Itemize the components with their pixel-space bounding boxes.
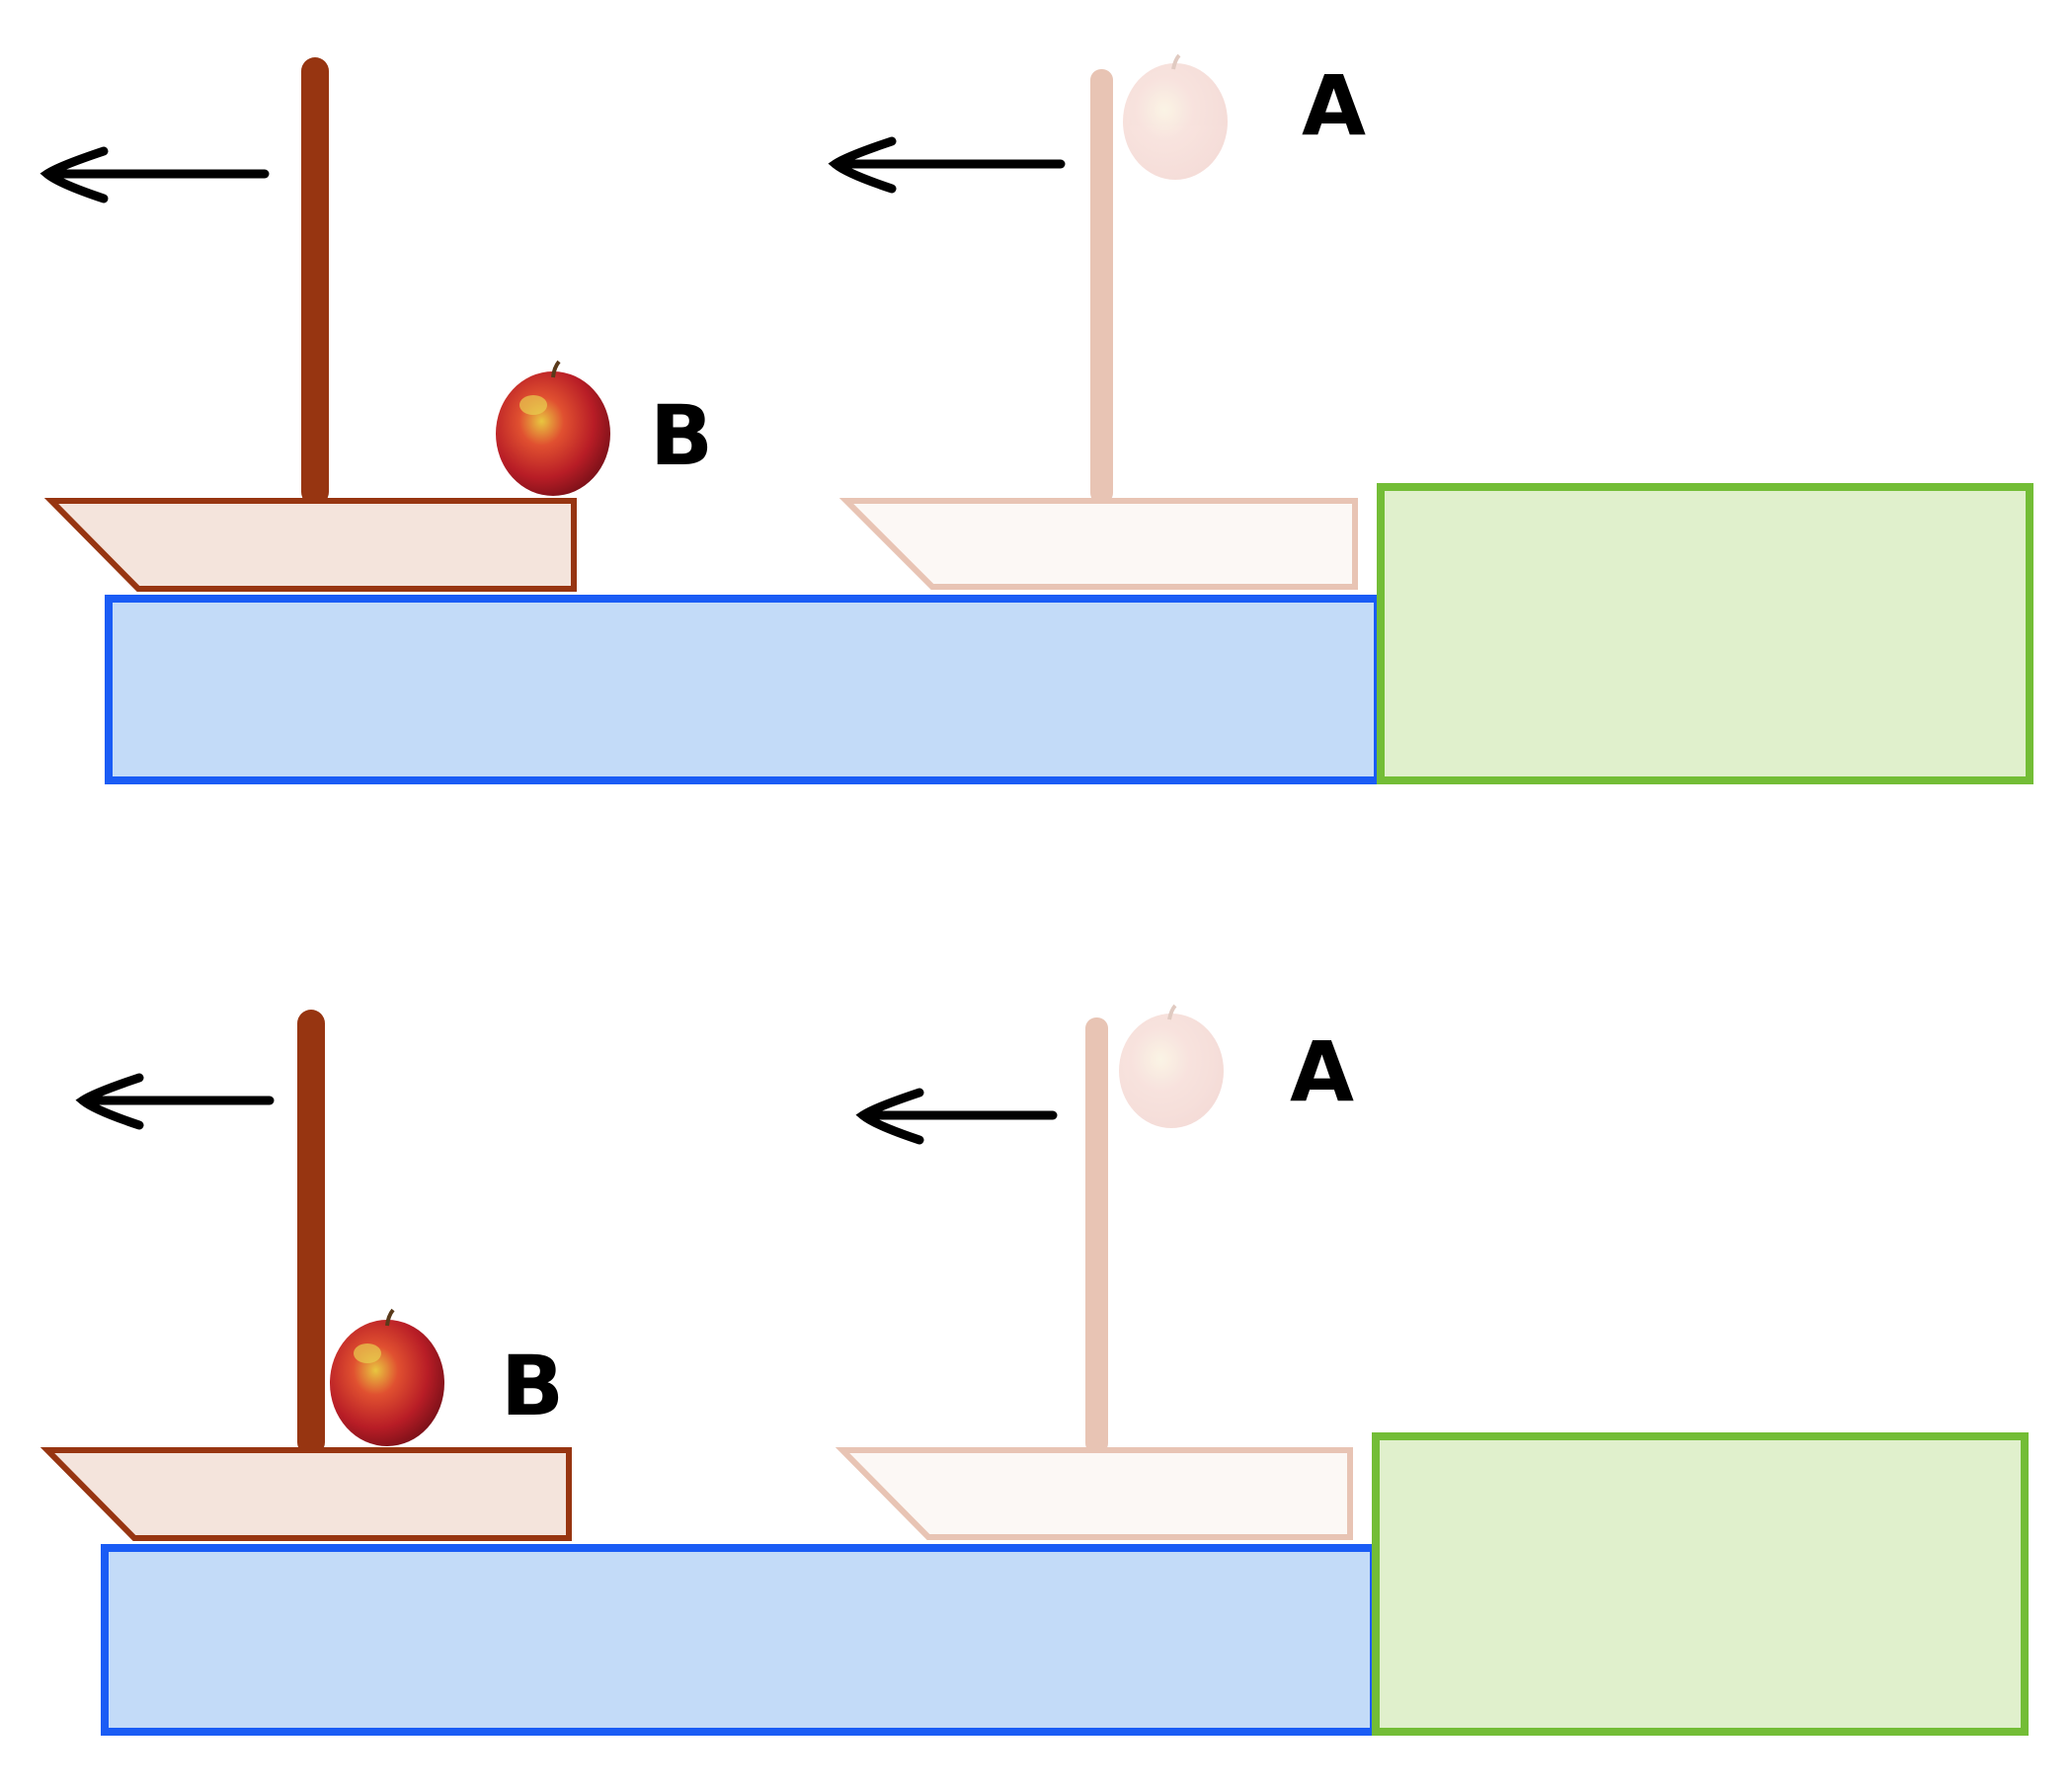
apple-icon xyxy=(1123,53,1228,180)
land xyxy=(1372,1432,2029,1736)
label-b: B xyxy=(501,1338,564,1434)
ghost-mast xyxy=(1090,69,1113,504)
apple-icon xyxy=(330,1308,444,1446)
ghost-boat: A xyxy=(835,1004,1354,1540)
hull xyxy=(43,498,577,592)
boat xyxy=(40,1010,572,1541)
panel-top: A B xyxy=(40,53,2033,784)
panel-bottom: A B xyxy=(40,1004,2029,1736)
left-arrow-icon xyxy=(40,146,270,203)
mast xyxy=(301,57,329,506)
ghost-mast xyxy=(1085,1017,1108,1454)
label-b: B xyxy=(650,387,713,484)
mast xyxy=(297,1010,325,1456)
water xyxy=(101,1544,1378,1736)
ghost-boat: A xyxy=(838,53,1366,590)
land xyxy=(1377,483,2033,784)
left-arrow-icon xyxy=(828,136,1066,194)
water xyxy=(105,595,1382,784)
ghost-hull xyxy=(838,498,1358,590)
apple-icon xyxy=(1119,1004,1224,1128)
ghost-hull xyxy=(835,1447,1353,1540)
label-a: A xyxy=(1302,57,1366,154)
hull xyxy=(40,1447,572,1541)
left-arrow-icon xyxy=(75,1073,275,1130)
boat xyxy=(43,57,577,592)
left-arrow-icon xyxy=(855,1088,1058,1145)
label-a: A xyxy=(1290,1023,1354,1120)
apple-icon xyxy=(496,360,610,496)
